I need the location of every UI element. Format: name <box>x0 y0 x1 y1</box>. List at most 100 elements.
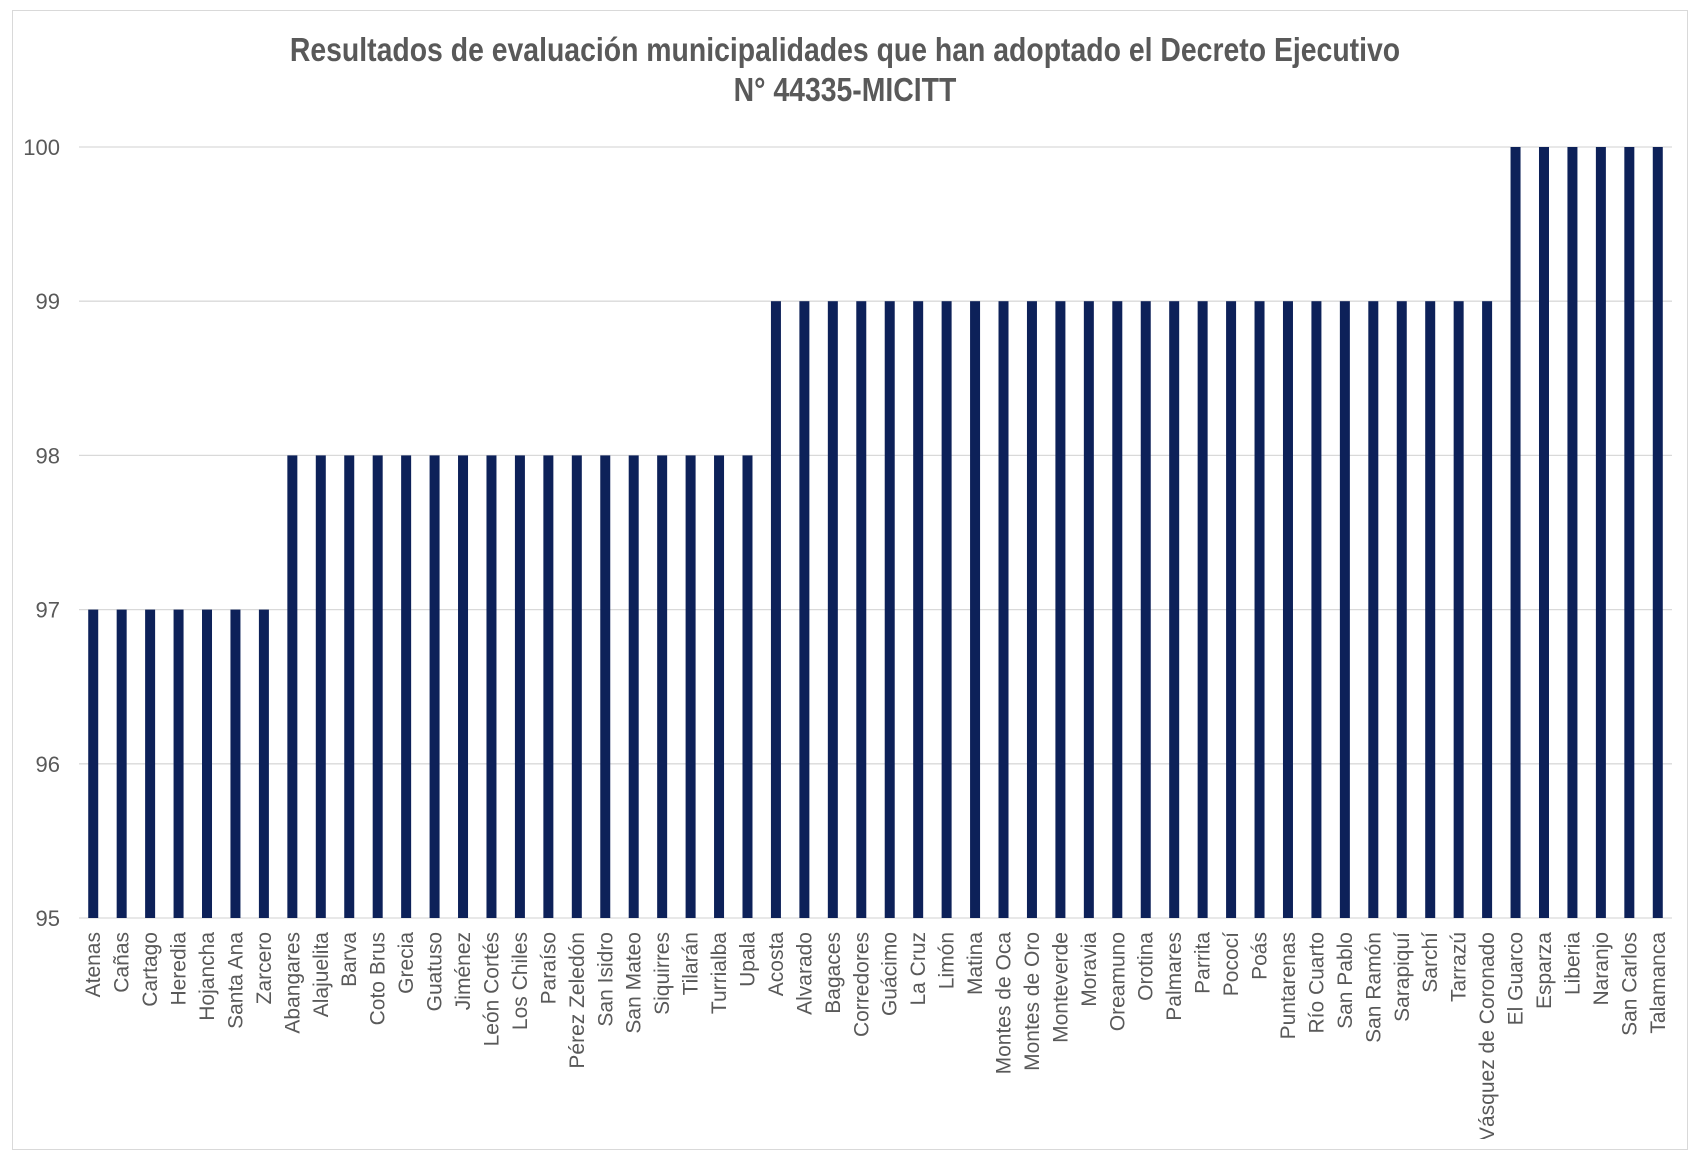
x-tick-label: Cañas <box>111 932 134 993</box>
bar <box>1482 301 1493 918</box>
x-tick-label: Vásquez de Coronado <box>1476 932 1499 1139</box>
x-tick-label: Puntarenas <box>1277 932 1300 1039</box>
x-tick-label: Bagaces <box>822 932 845 1014</box>
bar <box>1254 301 1265 918</box>
x-tick-label: San Ramón <box>1362 932 1385 1043</box>
bar <box>116 609 127 918</box>
x-tick-label: San Carlos <box>1618 932 1641 1036</box>
x-tick-label: Zarcero <box>253 932 276 1004</box>
bar <box>514 455 525 918</box>
x-tick-label: Tarrazú <box>1448 932 1471 1002</box>
x-tick-label: Acosta <box>765 932 788 997</box>
bar <box>258 609 269 918</box>
x-tick-label: Siquirres <box>651 932 674 1015</box>
x-tick-label: Sarchí <box>1419 932 1442 993</box>
x-tick-label: Palmares <box>1163 932 1186 1021</box>
chart-title: Resultados de evaluación municipalidades… <box>289 31 1401 108</box>
bar <box>1368 301 1379 918</box>
bar <box>742 455 753 918</box>
bar <box>145 609 156 918</box>
x-tick-label: Paraíso <box>537 932 560 1004</box>
bar <box>486 455 497 918</box>
x-tick-label: Jiménez <box>452 932 475 1010</box>
bar <box>202 609 213 918</box>
x-tick-label: Oreamuno <box>1106 932 1129 1031</box>
x-tick-label: Poás <box>1249 932 1272 980</box>
x-tick-label: San Mateo <box>623 932 646 1034</box>
bar <box>714 455 725 918</box>
bar <box>1567 147 1578 918</box>
x-tick-label: Matina <box>964 932 987 995</box>
bar <box>1311 301 1322 918</box>
x-tick-label: Orotina <box>1135 932 1158 1001</box>
x-tick-label: León Cortés <box>480 932 503 1046</box>
bar <box>998 301 1009 918</box>
bar <box>458 455 469 918</box>
x-tick-label: Alajuelita <box>310 932 333 1018</box>
x-tick-label: Guácimo <box>879 932 902 1016</box>
x-tick-label: Río Cuarto <box>1305 932 1328 1034</box>
x-tick-label: San Pablo <box>1334 932 1357 1029</box>
bar <box>913 301 924 918</box>
bar <box>571 455 582 918</box>
x-tick-label: Corredores <box>850 932 873 1037</box>
x-tick-label: Hojancha <box>196 932 219 1021</box>
x-tick-label: Montes de Oro <box>1021 932 1044 1071</box>
bar <box>543 455 554 918</box>
bar <box>970 301 981 918</box>
bar <box>770 301 781 918</box>
bar <box>287 455 298 918</box>
bar <box>1197 301 1208 918</box>
x-tick-label: Parrita <box>1192 932 1215 994</box>
x-tick-label: La Cruz <box>907 932 930 1006</box>
x-tick-label: Los Chiles <box>509 932 532 1030</box>
x-tick-label: Santa Ana <box>224 932 247 1029</box>
bar <box>1425 301 1436 918</box>
bar <box>1226 301 1237 918</box>
x-tick-label: Guatuso <box>424 932 447 1011</box>
bar <box>1169 301 1180 918</box>
x-tick-label: Monteverde <box>1049 932 1072 1043</box>
y-tick-label: 100 <box>23 135 60 160</box>
x-tick-label: Esparza <box>1533 932 1556 1009</box>
x-tick-label: Limón <box>936 932 959 989</box>
bar <box>1624 147 1635 918</box>
y-tick-label: 95 <box>36 906 60 931</box>
x-tick-label: Barva <box>338 932 361 987</box>
bar <box>827 301 838 918</box>
bar <box>799 301 810 918</box>
bar <box>628 455 639 918</box>
x-tick-label: Pérez Zeledón <box>566 932 589 1069</box>
x-tick-label: El Guarco <box>1505 932 1528 1025</box>
bar <box>1083 301 1094 918</box>
y-tick-label: 96 <box>36 752 60 777</box>
bar <box>88 609 99 918</box>
bar <box>1652 147 1663 918</box>
x-tick-label: Talamanca <box>1647 932 1670 1034</box>
y-tick-label: 98 <box>36 443 60 468</box>
bar <box>230 609 241 918</box>
bar <box>1453 301 1464 918</box>
y-tick-label: 99 <box>36 289 60 314</box>
x-tick-label: Moravia <box>1078 932 1101 1007</box>
bar <box>1112 301 1123 918</box>
bar <box>372 455 383 918</box>
x-tick-label: Abangares <box>281 932 304 1034</box>
x-tick-label: Montes de Oca <box>993 932 1016 1075</box>
x-tick-label: Atenas <box>82 932 105 997</box>
bar <box>315 455 326 918</box>
bar <box>173 609 184 918</box>
bar <box>1595 147 1606 918</box>
bar <box>657 455 668 918</box>
bar <box>1282 301 1293 918</box>
x-tick-label: Liberia <box>1561 932 1584 995</box>
bar <box>401 455 412 918</box>
x-tick-label: Heredia <box>168 932 191 1006</box>
bar <box>1055 301 1066 918</box>
bar <box>856 301 867 918</box>
bar <box>1396 301 1407 918</box>
bar <box>1339 301 1350 918</box>
x-tick-label: Pococí <box>1220 932 1243 996</box>
bar <box>344 455 355 918</box>
